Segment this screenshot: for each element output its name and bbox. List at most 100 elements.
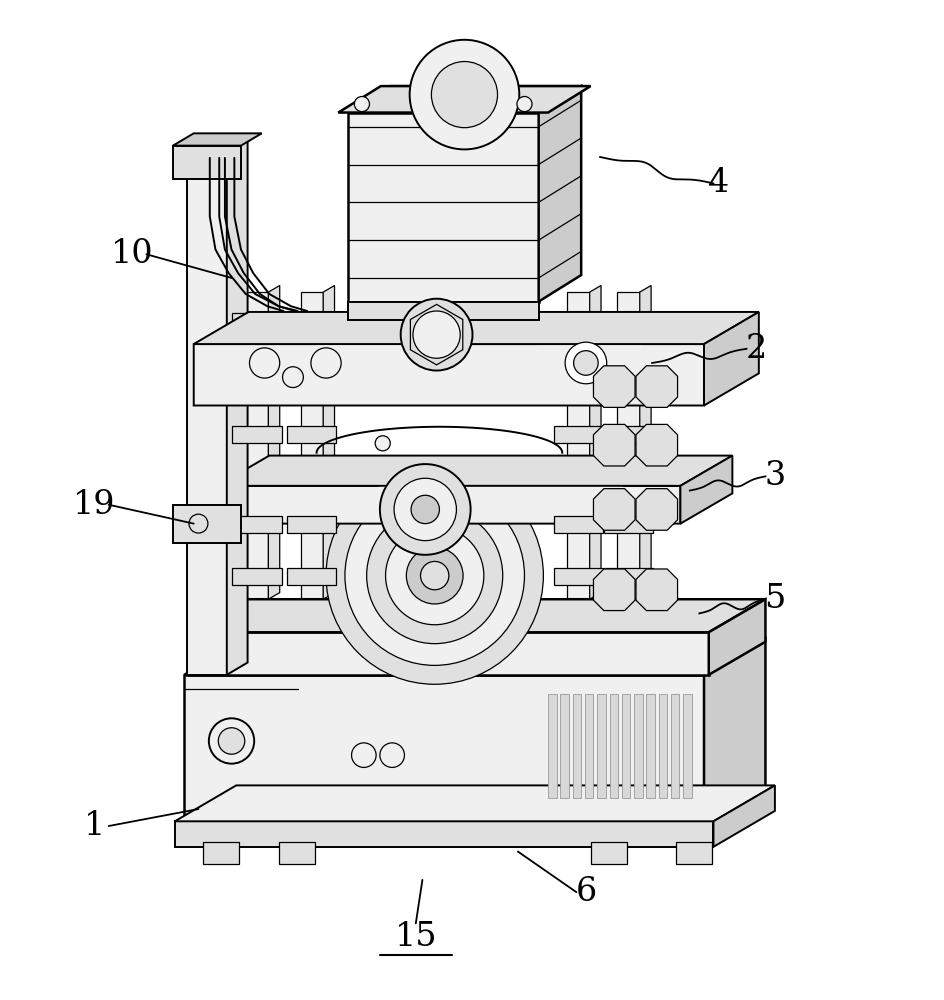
Polygon shape (639, 285, 650, 599)
Text: 10: 10 (110, 238, 154, 270)
Polygon shape (232, 426, 281, 443)
Circle shape (573, 351, 598, 375)
Polygon shape (589, 285, 600, 599)
Polygon shape (194, 318, 703, 406)
Polygon shape (675, 842, 711, 864)
Circle shape (375, 436, 390, 451)
Text: 3: 3 (764, 460, 784, 492)
Polygon shape (300, 292, 323, 599)
Polygon shape (227, 138, 247, 675)
Polygon shape (184, 675, 703, 826)
Polygon shape (347, 302, 538, 320)
Polygon shape (590, 842, 626, 864)
Polygon shape (553, 313, 602, 330)
Polygon shape (232, 313, 281, 330)
Polygon shape (680, 456, 732, 524)
Text: 2: 2 (745, 333, 766, 365)
Circle shape (385, 526, 483, 625)
Polygon shape (553, 374, 602, 391)
Text: 19: 19 (74, 489, 115, 521)
Text: 5: 5 (764, 583, 784, 615)
Polygon shape (347, 113, 538, 302)
Polygon shape (232, 374, 281, 391)
Polygon shape (189, 632, 708, 675)
Circle shape (209, 718, 254, 764)
Polygon shape (593, 424, 634, 466)
Circle shape (430, 62, 497, 128)
Polygon shape (232, 568, 281, 585)
Polygon shape (597, 694, 605, 798)
Circle shape (218, 728, 244, 754)
Circle shape (400, 299, 472, 371)
Polygon shape (323, 285, 334, 599)
Polygon shape (203, 842, 239, 864)
Polygon shape (603, 568, 652, 585)
Polygon shape (553, 426, 602, 443)
Polygon shape (175, 785, 774, 821)
Polygon shape (268, 285, 279, 599)
Polygon shape (173, 133, 261, 146)
Polygon shape (593, 366, 634, 407)
Polygon shape (609, 694, 617, 798)
Circle shape (379, 464, 470, 555)
Polygon shape (287, 516, 336, 533)
Polygon shape (635, 424, 677, 466)
Circle shape (516, 96, 531, 112)
Polygon shape (584, 694, 593, 798)
Polygon shape (232, 516, 281, 533)
Circle shape (406, 547, 463, 604)
Circle shape (411, 495, 439, 524)
Polygon shape (603, 313, 652, 330)
Circle shape (394, 478, 456, 541)
Polygon shape (548, 694, 556, 798)
Polygon shape (173, 505, 241, 543)
Text: 6: 6 (575, 876, 596, 908)
Polygon shape (603, 374, 652, 391)
Circle shape (409, 40, 519, 149)
Circle shape (565, 342, 606, 384)
Polygon shape (635, 366, 677, 407)
Polygon shape (593, 569, 634, 611)
Polygon shape (708, 599, 765, 675)
Circle shape (351, 743, 376, 767)
Polygon shape (560, 694, 568, 798)
Polygon shape (245, 292, 268, 599)
Text: 15: 15 (394, 921, 437, 953)
Polygon shape (287, 313, 336, 330)
Circle shape (189, 514, 208, 533)
Polygon shape (553, 568, 602, 585)
Polygon shape (187, 150, 227, 675)
Circle shape (311, 348, 341, 378)
Polygon shape (175, 821, 713, 847)
Circle shape (379, 743, 404, 767)
Polygon shape (347, 86, 581, 113)
Text: 4: 4 (707, 167, 728, 199)
Circle shape (282, 367, 303, 388)
Polygon shape (538, 86, 581, 302)
Circle shape (420, 561, 448, 590)
Polygon shape (603, 426, 652, 443)
Polygon shape (621, 694, 630, 798)
Polygon shape (184, 639, 765, 675)
Polygon shape (635, 489, 677, 530)
Polygon shape (194, 312, 758, 344)
Polygon shape (635, 569, 677, 611)
Polygon shape (410, 304, 463, 365)
Polygon shape (189, 599, 765, 632)
Polygon shape (217, 467, 680, 524)
Polygon shape (713, 785, 774, 847)
Polygon shape (566, 292, 589, 599)
Polygon shape (338, 86, 590, 113)
Polygon shape (646, 694, 654, 798)
Polygon shape (553, 516, 602, 533)
Circle shape (354, 96, 369, 112)
Polygon shape (703, 639, 765, 826)
Circle shape (413, 311, 460, 358)
Circle shape (249, 348, 279, 378)
Polygon shape (670, 694, 679, 798)
Circle shape (570, 348, 600, 378)
Polygon shape (278, 842, 314, 864)
Polygon shape (572, 694, 581, 798)
Polygon shape (287, 568, 336, 585)
Polygon shape (287, 374, 336, 391)
